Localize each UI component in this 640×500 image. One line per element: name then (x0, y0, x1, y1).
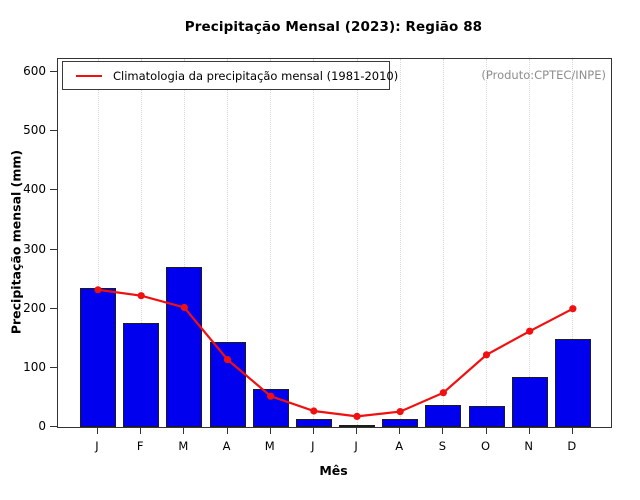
gridline (140, 59, 142, 427)
climatology-point (526, 327, 534, 335)
x-tick-label: J (95, 439, 99, 453)
y-tick-label: 0 (38, 419, 46, 433)
y-tick-label: 200 (23, 300, 46, 315)
x-tick-label: D (567, 439, 577, 453)
bar-A-8 (382, 419, 419, 427)
x-tick (226, 427, 228, 434)
legend-label: Climatologia da precipitação mensal (198… (113, 68, 399, 83)
y-tick-label: 500 (23, 123, 46, 138)
y-tick (50, 189, 57, 191)
y-tick-label: 600 (23, 64, 46, 79)
climatology-point (569, 305, 577, 313)
climatology-point (396, 408, 404, 416)
gridline (313, 59, 315, 427)
x-tick (312, 427, 314, 434)
x-tick-label: M (264, 439, 275, 453)
x-tick (97, 427, 98, 434)
bar-J-1 (80, 288, 116, 427)
x-tick (356, 427, 358, 434)
y-tick (50, 71, 57, 73)
climatology-line (94, 286, 577, 420)
x-tick-label: F (136, 439, 144, 453)
x-tick-label: N (524, 439, 533, 453)
bar-J-6 (295, 419, 332, 427)
x-tick-label: S (438, 439, 447, 453)
y-tick-label: 100 (23, 359, 46, 374)
gridline (97, 59, 99, 427)
watermark-text: (Produto:CPTEC/INPE) (481, 68, 606, 82)
y-tick (50, 426, 57, 427)
gridline (270, 59, 272, 427)
x-tick-label: O (480, 439, 491, 453)
gridline (442, 59, 444, 427)
x-tick-label: M (178, 439, 189, 453)
x-axis-label: Mês (319, 463, 348, 478)
gridline (227, 59, 228, 427)
plot-area: Climatologia da precipitação mensal (198… (57, 58, 612, 428)
x-tick (269, 427, 271, 434)
bar-S-9 (425, 405, 462, 427)
red-line-swatch-icon (76, 74, 102, 77)
bar-M-5 (252, 388, 289, 427)
x-tick (571, 427, 573, 434)
gridline (356, 59, 358, 427)
legend: Climatologia da precipitação mensal (198… (62, 61, 398, 90)
y-tick-label: 400 (23, 182, 46, 197)
y-tick (50, 366, 57, 368)
climatology-point (223, 356, 232, 364)
y-tick-label: 300 (23, 241, 46, 256)
gridline (399, 59, 401, 427)
x-tick (442, 427, 444, 434)
x-tick-label: A (395, 439, 404, 453)
y-tick (50, 307, 57, 309)
bar-M-3 (166, 266, 203, 427)
bar-D-12 (554, 338, 591, 427)
bar-J-7 (339, 425, 376, 427)
bar-N-11 (511, 377, 548, 427)
bar-F-2 (123, 322, 160, 427)
gridline (572, 59, 574, 427)
y-tick (50, 130, 57, 132)
gridline (529, 59, 531, 427)
climatology-point (267, 392, 275, 400)
climatology-point (94, 286, 102, 294)
x-tick (183, 427, 185, 434)
chart-title: Precipitação Mensal (2023): Região 88 (184, 19, 483, 35)
x-tick (399, 427, 401, 434)
x-tick (485, 427, 487, 434)
climatology-point (353, 412, 361, 420)
x-tick-label: J (311, 439, 315, 453)
x-tick (528, 427, 530, 434)
gridline (183, 59, 185, 427)
climatology-point (137, 292, 145, 300)
x-tick (140, 427, 142, 434)
climatology-point (439, 389, 447, 397)
climatology-point (482, 351, 491, 359)
bar-O-10 (468, 406, 505, 427)
y-tick (50, 248, 57, 250)
climatology-point (310, 407, 318, 415)
gridline (486, 59, 488, 427)
climatology-point (180, 303, 188, 312)
x-tick-label: J (354, 439, 358, 453)
x-tick-label: A (222, 439, 231, 453)
